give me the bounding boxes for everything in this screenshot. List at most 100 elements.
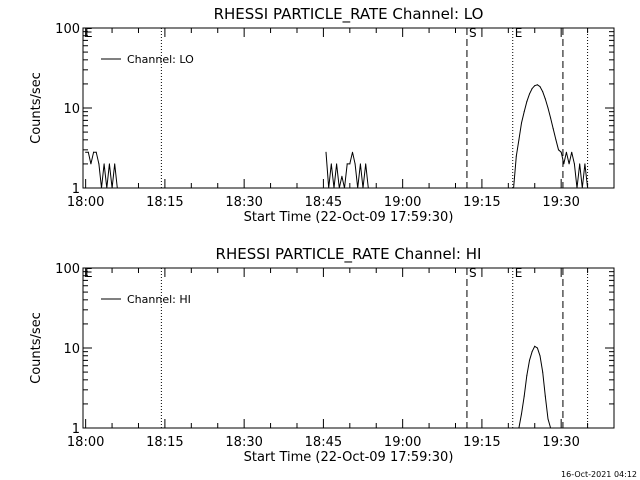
data-point: [534, 345, 536, 347]
data-point: [359, 163, 361, 165]
x-tick-label: 18:45: [305, 195, 342, 210]
data-point: [328, 187, 330, 189]
y-axis-label: Counts/sec: [29, 312, 44, 384]
data-point: [555, 139, 557, 141]
x-tick-label: 18:00: [67, 435, 104, 450]
data-point: [108, 163, 110, 165]
data-point: [367, 187, 369, 189]
x-tick-label: 18:00: [67, 195, 104, 210]
data-point: [531, 88, 533, 90]
data-point: [90, 163, 92, 165]
data-point: [513, 187, 515, 189]
data-point: [526, 101, 528, 103]
x-tick-label: 19:15: [463, 195, 500, 210]
legend-label: Channel: HI: [127, 293, 191, 306]
data-point: [111, 187, 113, 189]
data-point: [565, 151, 567, 153]
x-tick-label: 18:15: [146, 435, 183, 450]
y-axis-label: Counts/sec: [29, 72, 44, 144]
data-point: [571, 151, 573, 153]
data-point: [325, 151, 327, 153]
data-point: [526, 375, 528, 377]
x-tick-label: 19:00: [384, 195, 421, 210]
data-point: [581, 187, 583, 189]
data-point: [330, 163, 332, 165]
data-point: [341, 175, 343, 177]
event-marker-label: E: [515, 266, 523, 280]
y-tick-label: 100: [55, 262, 80, 277]
x-tick-label: 18:15: [146, 195, 183, 210]
data-point: [103, 163, 105, 165]
y-tick-label: 100: [55, 22, 80, 37]
data-point: [87, 151, 89, 153]
data-point: [544, 98, 546, 100]
data-point: [333, 187, 335, 189]
data-point: [552, 128, 554, 130]
data-point: [523, 395, 525, 397]
legend-label: Channel: LO: [127, 53, 194, 66]
data-point: [114, 163, 116, 165]
data-point: [515, 155, 517, 157]
x-tick-label: 19:30: [542, 435, 579, 450]
data-point: [579, 163, 581, 165]
data-point: [589, 187, 591, 189]
data-point: [85, 151, 87, 153]
x-tick-label: 18:30: [225, 195, 262, 210]
data-point: [542, 371, 544, 373]
y-tick-label: 1: [72, 182, 80, 197]
x-axis-label: Start Time (22-Oct-09 17:59:30): [244, 210, 454, 225]
data-point: [558, 149, 560, 151]
data-point: [518, 139, 520, 141]
data-point: [576, 187, 578, 189]
data-point: [349, 163, 351, 165]
y-tick-label: 1: [72, 422, 80, 437]
data-point: [550, 427, 552, 429]
data-point: [539, 86, 541, 88]
event-marker-label: E: [515, 26, 523, 40]
data-point: [573, 163, 575, 165]
data-point: [100, 187, 102, 189]
data-point: [587, 187, 589, 189]
event-marker-label: E: [85, 26, 93, 40]
data-point: [542, 91, 544, 93]
footer-timestamp: 16-Oct-2021 04:12: [561, 470, 637, 479]
x-tick-label: 18:30: [225, 435, 262, 450]
event-marker-label: E: [85, 266, 93, 280]
data-point: [518, 427, 520, 429]
data-point: [346, 163, 348, 165]
event-marker-label: S: [469, 26, 477, 40]
data-point: [536, 84, 538, 86]
data-point: [536, 347, 538, 349]
data-point: [338, 187, 340, 189]
data-point: [584, 163, 586, 165]
data-point: [563, 163, 565, 165]
chart-title: RHESSI PARTICLE_RATE Channel: LO: [214, 5, 484, 24]
data-point: [98, 163, 100, 165]
series-line-1: [518, 345, 552, 429]
data-point: [544, 395, 546, 397]
y-tick-label: 10: [63, 342, 80, 357]
data-point: [521, 413, 523, 415]
data-point: [362, 187, 364, 189]
data-point: [344, 187, 346, 189]
x-tick-label: 18:45: [305, 435, 342, 450]
data-point: [116, 187, 118, 189]
data-point: [528, 93, 530, 95]
data-point: [560, 151, 562, 153]
data-point: [336, 163, 338, 165]
data-point: [550, 117, 552, 119]
data-point: [95, 151, 97, 153]
event-marker-label: S: [469, 266, 477, 280]
x-axis-label: Start Time (22-Oct-09 17:59:30): [244, 450, 454, 465]
data-point: [534, 85, 536, 87]
data-point: [354, 163, 356, 165]
data-point: [365, 163, 367, 165]
x-tick-label: 19:15: [463, 435, 500, 450]
data-point: [93, 151, 95, 153]
data-point: [351, 151, 353, 153]
chart-title: RHESSI PARTICLE_RATE Channel: HI: [216, 245, 482, 264]
y-tick-label: 10: [63, 102, 80, 117]
x-tick-label: 19:30: [542, 195, 579, 210]
data-point: [528, 359, 530, 361]
